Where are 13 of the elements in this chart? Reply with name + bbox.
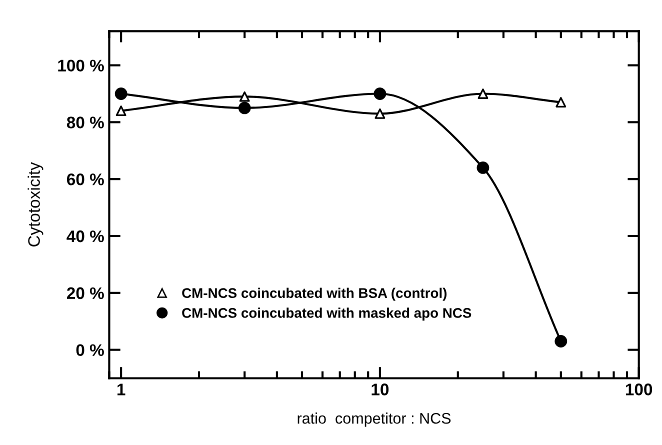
y-tick-label: 100 % [58,60,104,72]
y-axis-title: Cytotoxicity [28,162,44,246]
x-tick-label: 1 [117,384,126,396]
legend-label: CM-NCS coincubated with BSA (control) [182,288,447,301]
x-axis-title: ratio competitor : NCS [298,412,451,427]
y-tick-label: 0 % [76,344,104,356]
y-tick-label: 80 % [66,116,104,128]
y-tick-label: 40 % [66,230,104,242]
legend-label: CM-NCS coincubated with masked apo NCS [182,308,472,321]
y-tick-label: 60 % [66,173,104,186]
x-tick-label: 100 [626,384,652,396]
x-tick-label: 10 [372,384,389,396]
y-tick-label: 20 % [66,287,104,300]
